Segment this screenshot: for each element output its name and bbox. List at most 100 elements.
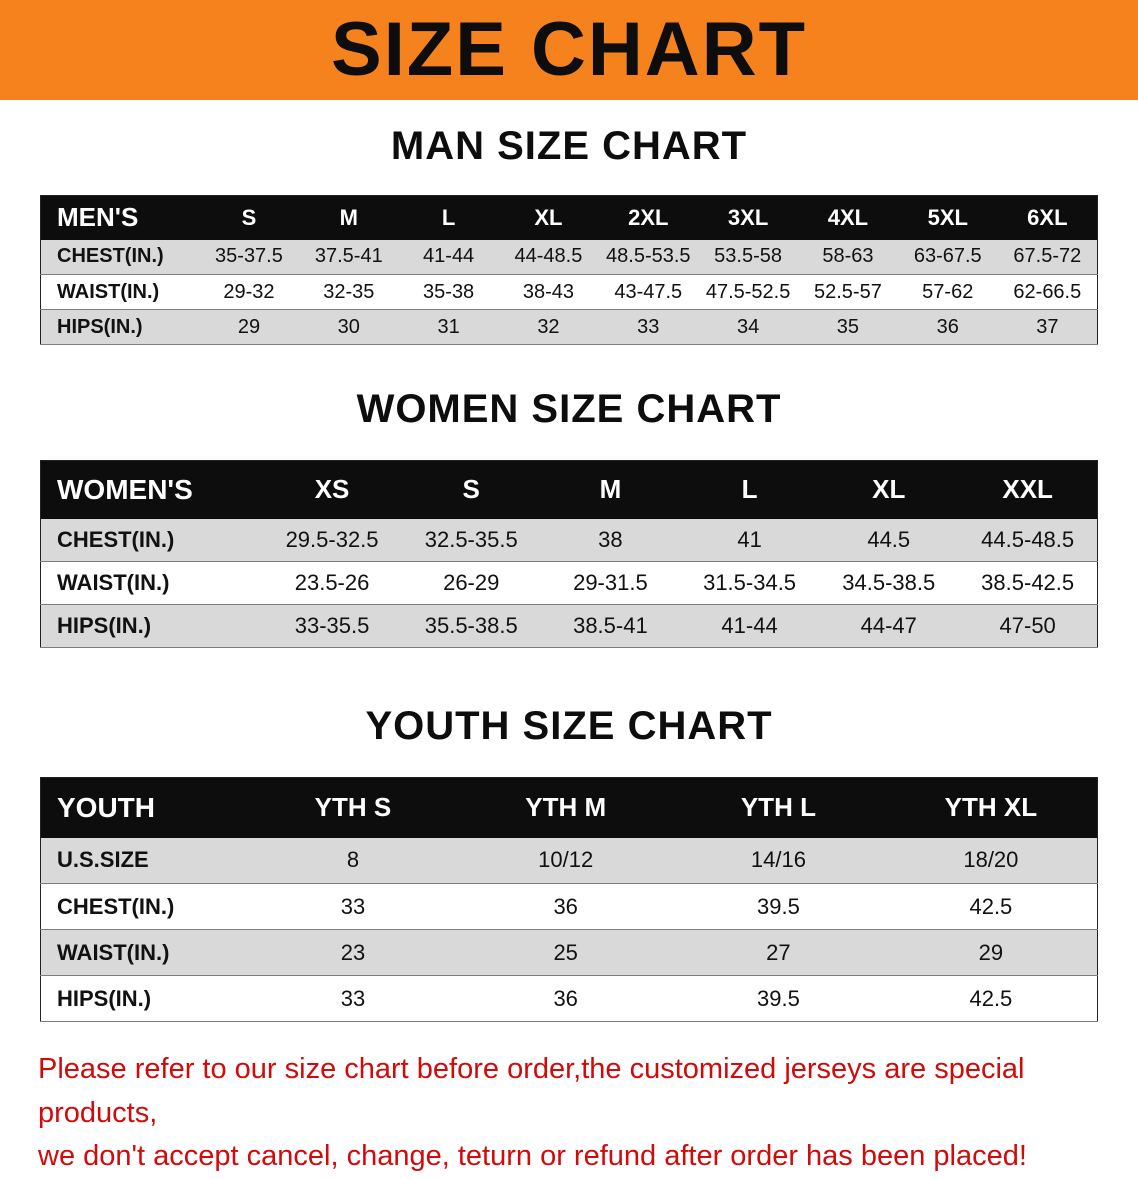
youth-size-table: YOUTH YTH S YTH M YTH L YTH XL U.S.SIZE … <box>40 777 1098 1022</box>
value-cell: 23 <box>246 929 460 976</box>
row-label: HIPS(IN.) <box>40 604 263 648</box>
value-cell: 29-32 <box>199 274 299 310</box>
value-cell: 36 <box>897 309 998 345</box>
value-cell: 43-47.5 <box>598 274 699 310</box>
header-cell: L <box>679 460 820 519</box>
header-cell: 5XL <box>897 195 998 240</box>
header-cell: 3XL <box>698 195 799 240</box>
header-cell: YTH L <box>672 777 885 838</box>
value-cell: 25 <box>459 929 673 976</box>
header-cell: L <box>398 195 499 240</box>
value-cell: 29 <box>199 309 299 345</box>
value-cell: 58-63 <box>798 239 898 275</box>
disclaimer-line-1: Please refer to our size chart before or… <box>38 1053 1025 1129</box>
women-table-title: WOMEN'S <box>40 460 263 519</box>
header-cell: 6XL <box>997 195 1098 240</box>
value-cell: 35-38 <box>398 274 499 310</box>
value-cell: 32.5-35.5 <box>401 518 541 562</box>
women-chest-row: CHEST(IN.) 29.5-32.5 32.5-35.5 38 41 44.… <box>40 518 1098 562</box>
value-cell: 31 <box>398 309 499 345</box>
header-cell: S <box>199 195 299 240</box>
value-cell: 29-31.5 <box>540 561 680 605</box>
women-waist-row: WAIST(IN.) 23.5-26 26-29 29-31.5 31.5-34… <box>40 561 1098 605</box>
value-cell: 38-43 <box>498 274 599 310</box>
value-cell: 44.5-48.5 <box>958 518 1098 562</box>
header-cell: M <box>298 195 399 240</box>
value-cell: 38.5-41 <box>540 604 680 648</box>
men-table-title: MEN'S <box>40 195 200 240</box>
women-hips-row: HIPS(IN.) 33-35.5 35.5-38.5 38.5-41 41-4… <box>40 604 1098 648</box>
header-cell: YTH M <box>459 777 673 838</box>
row-label: CHEST(IN.) <box>40 883 247 930</box>
value-cell: 34.5-38.5 <box>819 561 959 605</box>
value-cell: 41 <box>679 518 820 562</box>
value-cell: 34 <box>698 309 799 345</box>
value-cell: 29 <box>884 929 1098 976</box>
women-header-row: WOMEN'S XS S M L XL XXL <box>40 460 1098 519</box>
youth-section-heading: YOUTH SIZE CHART <box>365 704 773 748</box>
value-cell: 38 <box>540 518 680 562</box>
men-hips-row: HIPS(IN.) 29 30 31 32 33 34 35 36 37 <box>40 309 1098 345</box>
row-label: WAIST(IN.) <box>40 561 263 605</box>
value-cell: 48.5-53.5 <box>598 239 699 275</box>
value-cell: 33 <box>246 883 460 930</box>
size-chart-banner: SIZE CHART <box>0 0 1138 100</box>
value-cell: 10/12 <box>459 837 673 884</box>
value-cell: 30 <box>298 309 399 345</box>
value-cell: 52.5-57 <box>798 274 898 310</box>
youth-chest-row: CHEST(IN.) 33 36 39.5 42.5 <box>40 883 1098 930</box>
value-cell: 42.5 <box>884 883 1098 930</box>
value-cell: 29.5-32.5 <box>262 518 402 562</box>
youth-header-row: YOUTH YTH S YTH M YTH L YTH XL <box>40 777 1098 838</box>
value-cell: 18/20 <box>884 837 1098 884</box>
youth-ussize-row: U.S.SIZE 8 10/12 14/16 18/20 <box>40 837 1098 884</box>
header-cell: YTH S <box>246 777 460 838</box>
youth-waist-row: WAIST(IN.) 23 25 27 29 <box>40 929 1098 976</box>
value-cell: 32 <box>498 309 599 345</box>
row-label: HIPS(IN.) <box>40 309 200 345</box>
value-cell: 53.5-58 <box>698 239 799 275</box>
value-cell: 42.5 <box>884 975 1098 1022</box>
row-label: CHEST(IN.) <box>40 518 263 562</box>
header-cell: M <box>540 460 680 519</box>
value-cell: 33 <box>246 975 460 1022</box>
men-header-row: MEN'S S M L XL 2XL 3XL 4XL 5XL 6XL <box>40 195 1098 240</box>
value-cell: 57-62 <box>897 274 998 310</box>
value-cell: 31.5-34.5 <box>679 561 820 605</box>
banner-title: SIZE CHART <box>331 7 807 92</box>
header-cell: YTH XL <box>884 777 1098 838</box>
value-cell: 35-37.5 <box>199 239 299 275</box>
disclaimer-line-2: we don't accept cancel, change, teturn o… <box>38 1140 1027 1172</box>
youth-table-title: YOUTH <box>40 777 247 838</box>
value-cell: 26-29 <box>401 561 541 605</box>
value-cell: 37.5-41 <box>298 239 399 275</box>
header-cell: 4XL <box>798 195 898 240</box>
header-cell: 2XL <box>598 195 699 240</box>
value-cell: 62-66.5 <box>997 274 1098 310</box>
value-cell: 35 <box>798 309 898 345</box>
row-label: U.S.SIZE <box>40 837 247 884</box>
value-cell: 63-67.5 <box>897 239 998 275</box>
value-cell: 33-35.5 <box>262 604 402 648</box>
value-cell: 44-48.5 <box>498 239 599 275</box>
value-cell: 44-47 <box>819 604 959 648</box>
header-cell: XL <box>819 460 959 519</box>
value-cell: 41-44 <box>398 239 499 275</box>
value-cell: 38.5-42.5 <box>958 561 1098 605</box>
value-cell: 32-35 <box>298 274 399 310</box>
value-cell: 41-44 <box>679 604 820 648</box>
value-cell: 39.5 <box>672 883 885 930</box>
women-size-table: WOMEN'S XS S M L XL XXL CHEST(IN.) 29.5-… <box>40 460 1098 648</box>
value-cell: 47.5-52.5 <box>698 274 799 310</box>
value-cell: 67.5-72 <box>997 239 1098 275</box>
value-cell: 14/16 <box>672 837 885 884</box>
value-cell: 33 <box>598 309 699 345</box>
row-label: WAIST(IN.) <box>40 929 247 976</box>
value-cell: 23.5-26 <box>262 561 402 605</box>
value-cell: 8 <box>246 837 460 884</box>
header-cell: XL <box>498 195 599 240</box>
youth-hips-row: HIPS(IN.) 33 36 39.5 42.5 <box>40 975 1098 1022</box>
row-label: HIPS(IN.) <box>40 975 247 1022</box>
value-cell: 36 <box>459 883 673 930</box>
header-cell: S <box>401 460 541 519</box>
